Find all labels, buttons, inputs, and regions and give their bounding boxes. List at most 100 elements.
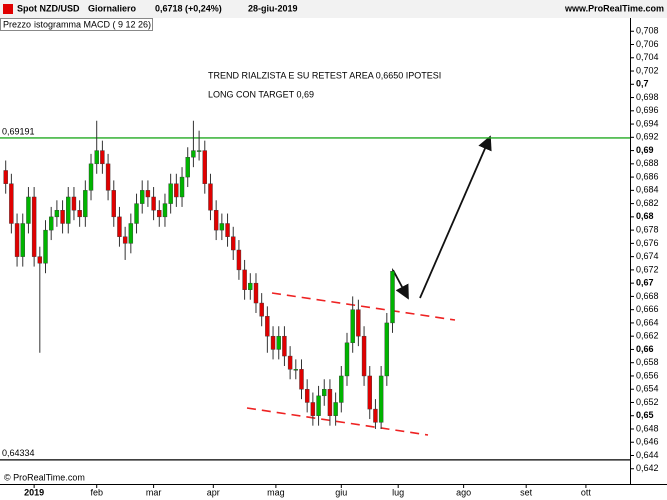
candle-body: [310, 402, 316, 416]
candle-body: [3, 170, 8, 184]
level-label: 0,64334: [2, 448, 35, 458]
y-tick-label: 0,7: [636, 79, 649, 89]
y-tick-label: 0,682: [636, 198, 659, 208]
candle-body: [117, 216, 122, 237]
arrow: [419, 135, 492, 299]
x-tick-label: giu: [335, 487, 347, 497]
x-tick-label: mar: [146, 487, 162, 497]
y-tick-label: 0,688: [636, 158, 659, 168]
candle-body: [270, 335, 276, 350]
candle-body: [179, 176, 185, 198]
candle-body: [134, 203, 139, 224]
y-tick-label: 0,642: [636, 463, 659, 473]
candle-body: [316, 395, 321, 416]
y-tick-label: 0,65: [636, 410, 654, 420]
y-tick-label: 0,662: [636, 331, 659, 341]
y-tick-label: 0,69: [636, 145, 654, 155]
period: Giornaliero: [88, 3, 137, 13]
candle-body: [185, 157, 190, 178]
panel-tab[interactable]: istogramma MACD ( 9 12 26): [34, 19, 151, 29]
candle-body: [88, 163, 94, 191]
annotation: TREND RIALZISTA E SU RETEST AREA 0,6650 …: [208, 70, 441, 80]
candle-body: [66, 196, 71, 224]
x-tick-label: lug: [392, 487, 404, 497]
candle-body: [225, 223, 230, 237]
y-tick-label: 0,692: [636, 132, 659, 142]
site: www.ProRealTime.com: [564, 3, 664, 13]
candle-body: [322, 389, 327, 397]
y-tick-label: 0,696: [636, 105, 659, 115]
candle-body: [105, 163, 111, 191]
y-tick-label: 0,698: [636, 92, 659, 102]
annotation: LONG CON TARGET 0,69: [208, 89, 314, 99]
y-tick-label: 0,654: [636, 384, 659, 394]
candle-body: [282, 335, 287, 357]
y-tick-label: 0,704: [636, 52, 659, 62]
candle-body: [265, 316, 270, 337]
candle-body: [94, 150, 99, 165]
y-tick-label: 0,67: [636, 278, 654, 288]
candle-body: [373, 408, 378, 423]
candle-body: [111, 190, 116, 218]
candle-body: [157, 210, 162, 218]
candle-body: [174, 183, 179, 198]
candle-body: [83, 190, 88, 218]
candle-body: [191, 150, 196, 158]
y-tick-label: 0,644: [636, 450, 659, 460]
candle-body: [213, 210, 219, 231]
candle-body: [333, 402, 338, 416]
y-tick-label: 0,666: [636, 304, 659, 314]
candle-body: [248, 282, 253, 290]
candle-body: [31, 196, 37, 257]
candle-body: [140, 190, 145, 204]
price: 0,6718 (+0,24%): [155, 3, 222, 13]
y-tick-label: 0,66: [636, 344, 654, 354]
candle-body: [48, 216, 54, 231]
x-tick-label: mag: [267, 487, 285, 497]
candle-body: [361, 335, 367, 377]
panel-tab[interactable]: Prezzo: [3, 19, 31, 29]
candle-body: [151, 196, 156, 211]
candle-body: [37, 256, 43, 264]
candle-body: [71, 196, 77, 211]
channel-line: [271, 292, 456, 321]
y-tick-label: 0,706: [636, 39, 659, 49]
instrument: Spot NZD/USD: [17, 3, 80, 13]
y-tick-label: 0,664: [636, 317, 659, 327]
candle-body: [43, 229, 48, 264]
logo: [3, 4, 13, 14]
candle-body: [208, 183, 213, 211]
candle-body: [259, 302, 264, 317]
candle-body: [100, 150, 105, 165]
arrow: [392, 269, 409, 300]
candle-body: [236, 249, 242, 271]
candle-body: [378, 375, 384, 423]
panel-tabs: [0, 18, 153, 31]
candle-body: [253, 282, 259, 304]
header-bar: [0, 0, 667, 18]
y-tick-label: 0,656: [636, 370, 659, 380]
candle-body: [327, 389, 333, 416]
y-tick-label: 0,708: [636, 26, 659, 36]
x-tick-label: apr: [207, 487, 220, 497]
y-tick-label: 0,646: [636, 437, 659, 447]
y-tick-label: 0,658: [636, 357, 659, 367]
candle-body: [202, 150, 207, 184]
candle-body: [77, 210, 82, 218]
candle-body: [14, 223, 20, 257]
candle-body: [162, 203, 168, 218]
y-tick-label: 0,674: [636, 251, 659, 261]
y-tick-label: 0,694: [636, 118, 659, 128]
channel-line: [246, 407, 429, 436]
candle-body: [242, 269, 247, 290]
candle-body: [367, 375, 372, 410]
x-tick-label: 2019: [24, 487, 44, 497]
candle-body: [128, 223, 134, 244]
candle-body: [219, 223, 225, 231]
candle-body: [60, 210, 65, 224]
y-tick-label: 0,676: [636, 238, 659, 248]
candle-body: [384, 322, 390, 377]
footer: © ProRealTime.com: [4, 472, 85, 482]
candle-body: [304, 389, 310, 403]
